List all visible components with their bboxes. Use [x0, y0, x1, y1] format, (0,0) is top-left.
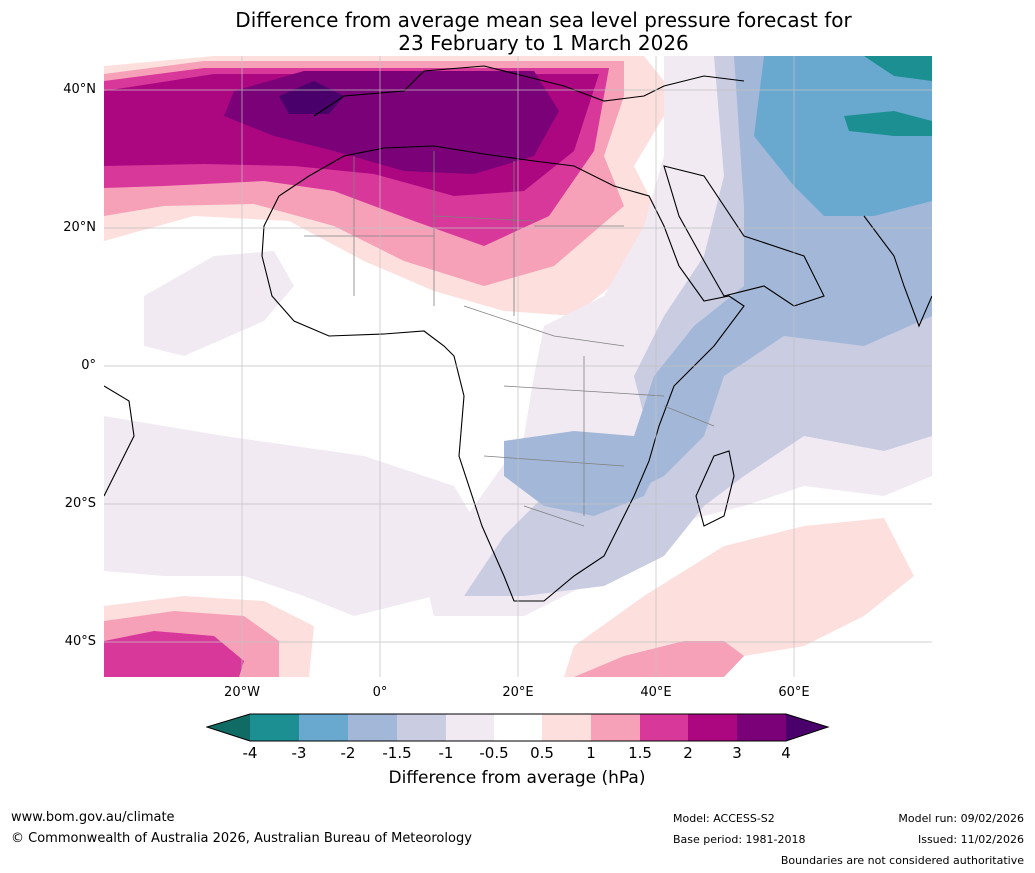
colorbar-segment-1	[250, 714, 299, 741]
colorbar-segment-5	[446, 714, 494, 741]
map-title: Difference from average mean sea level p…	[0, 9, 1035, 55]
anomaly-zone-southwest-magenta	[104, 631, 244, 677]
lat-label-20s: 20°S	[64, 496, 96, 511]
madagascar-coastline	[695, 450, 735, 527]
anomaly-zone-south-atlantic-faint	[104, 416, 484, 616]
colorbar-tick: -2	[340, 744, 356, 762]
colorbar-segment-above-max	[786, 714, 828, 741]
colorbar-tick: 1	[586, 744, 596, 762]
website-link[interactable]: www.bom.gov.au/climate	[11, 810, 175, 825]
anomaly-zone-east-teal	[864, 56, 932, 81]
colorbar-tick: 4	[781, 744, 791, 762]
base-period-text: Base period: 1981-2018	[673, 833, 806, 846]
colorbar-segment-3	[348, 714, 397, 741]
country-borders	[304, 151, 715, 527]
india-coastline	[863, 215, 932, 328]
colorbar-segment-11	[737, 714, 786, 741]
lat-label-20n: 20°N	[63, 220, 96, 235]
colorbar-tick: -3	[291, 744, 307, 762]
africa-coastline	[261, 145, 745, 602]
europe-coastline	[313, 65, 745, 117]
colorbar-tick: -4	[242, 744, 258, 762]
colorbar-segment-8	[591, 714, 640, 741]
colorbar-segment-2	[299, 714, 348, 741]
anomaly-zone-east-blue	[754, 56, 932, 216]
colorbar-tick: 3	[732, 744, 742, 762]
lon-label-60e: 60°E	[778, 685, 810, 700]
colorbar-segment-10	[688, 714, 737, 741]
title-line-2: 23 February to 1 March 2026	[398, 31, 689, 55]
lat-label-40n: 40°N	[63, 82, 96, 97]
anomaly-zone-southeast-light	[564, 518, 914, 677]
colorbar-tick: -0.5	[479, 744, 509, 762]
south-america-coastline	[104, 385, 135, 497]
lon-label-20w: 20°W	[224, 685, 260, 700]
colorbar-segment-4	[397, 714, 446, 741]
lon-label-0: 0°	[372, 685, 388, 700]
colorbar-tick: 1.5	[628, 744, 652, 762]
model-text: Model: ACCESS-S2	[673, 812, 775, 825]
colorbar	[206, 713, 830, 742]
colorbar-outline	[206, 713, 830, 742]
copyright-text: © Commonwealth of Australia 2026, Austra…	[11, 831, 472, 846]
anomaly-zone-east-teal-2	[844, 111, 932, 136]
issued-text: Issued: 11/02/2026	[917, 833, 1024, 846]
colorbar-segment-7	[542, 714, 591, 741]
colorbar-tick: -1.5	[382, 744, 412, 762]
colorbar-segment-6	[494, 714, 542, 741]
lat-label-0: 0°	[81, 358, 96, 373]
colorbar-tick: -1	[438, 744, 454, 762]
colorbar-tick: 0.5	[530, 744, 554, 762]
model-run-text: Model run: 09/02/2026	[898, 812, 1024, 825]
lon-label-20e: 20°E	[502, 685, 534, 700]
graticule	[104, 56, 932, 677]
anomaly-zone-west-africa-faint	[144, 251, 294, 356]
colorbar-segment-below-min	[207, 714, 250, 741]
colorbar-tick: 2	[683, 744, 693, 762]
disclaimer-text: Boundaries are not considered authoritat…	[780, 854, 1024, 867]
anomaly-zone-north-core	[279, 81, 344, 114]
anomaly-zone-southeast-medium	[574, 641, 744, 677]
lon-label-40e: 40°E	[640, 685, 672, 700]
pressure-anomaly-map	[104, 56, 932, 677]
lat-label-40s: 40°S	[64, 634, 96, 649]
colorbar-title: Difference from average (hPa)	[388, 768, 646, 788]
title-line-1: Difference from average mean sea level p…	[235, 8, 852, 32]
colorbar-segment-9	[640, 714, 688, 741]
